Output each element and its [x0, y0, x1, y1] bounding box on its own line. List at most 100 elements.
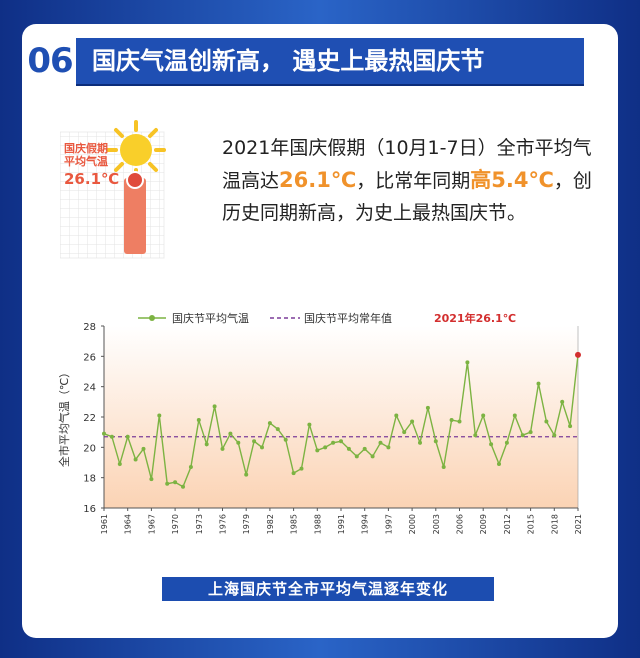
- y-tick-label-5: 26: [83, 352, 96, 363]
- data-point-1974: [204, 442, 209, 447]
- data-point-1972: [188, 465, 193, 470]
- data-point-1963: [117, 462, 122, 467]
- y-tick-label-3: 22: [83, 413, 96, 424]
- x-tick-label-4: 1973: [195, 514, 204, 534]
- chart-caption: 上海国庆节全市平均气温逐年变化: [162, 577, 494, 601]
- data-point-2020: [568, 424, 573, 429]
- x-tick-label-11: 1994: [361, 514, 370, 534]
- x-tick-label-1: 1964: [124, 514, 133, 534]
- intro-part-3: ，创历史同期新高，为史上最热国庆节。: [222, 170, 592, 224]
- data-point-1982: [267, 421, 272, 426]
- legend-marker-series: [149, 315, 155, 321]
- data-point-1986: [299, 466, 304, 471]
- data-point-1968: [157, 413, 162, 418]
- data-point-1970: [173, 480, 178, 485]
- data-point-1985: [291, 471, 296, 476]
- intro-text: 2021年国庆假期（10月1-7日）全市平均气温高达26.1℃，比常年同期高5.…: [222, 132, 592, 229]
- y-tick-label-4: 24: [83, 383, 96, 394]
- intro-highlight-diff: 高5.4℃: [470, 168, 554, 192]
- data-point-1989: [323, 445, 328, 450]
- data-point-2008: [473, 433, 478, 438]
- x-tick-label-2: 1967: [147, 514, 156, 534]
- data-point-1967: [149, 477, 154, 482]
- illustration-label-1: 国庆假期: [64, 141, 108, 155]
- data-point-2001: [418, 440, 422, 445]
- data-point-1969: [165, 481, 170, 486]
- intro-part-2: ，比常年同期: [356, 170, 471, 192]
- data-point-2003: [433, 439, 438, 444]
- x-tick-label-3: 1970: [171, 514, 180, 534]
- thermometer-icon: [124, 171, 146, 254]
- data-point-1995: [370, 454, 375, 459]
- y-tick-label-1: 18: [83, 474, 96, 485]
- data-point-1978: [236, 440, 241, 445]
- data-point-2018: [552, 433, 557, 438]
- x-tick-label-15: 2006: [456, 514, 465, 534]
- data-point-1971: [181, 484, 185, 489]
- data-point-1975: [212, 404, 217, 409]
- data-point-1994: [362, 446, 367, 451]
- title-bar: [28, 38, 584, 84]
- x-tick-label-19: 2018: [550, 514, 559, 534]
- x-tick-label-12: 1997: [384, 514, 393, 534]
- data-point-1965: [133, 457, 138, 462]
- x-tick-label-16: 2009: [479, 514, 488, 534]
- x-tick-label-13: 2000: [408, 514, 417, 534]
- illustration-value: 26.1℃: [64, 170, 119, 188]
- plot-background: [104, 326, 578, 508]
- data-point-2006: [457, 419, 462, 424]
- y-tick-label-2: 20: [83, 443, 96, 454]
- data-point-1991: [339, 439, 343, 444]
- data-point-1998: [394, 413, 399, 418]
- x-tick-label-10: 1991: [337, 514, 346, 534]
- section-number: 06: [24, 36, 76, 86]
- x-tick-label-14: 2003: [432, 514, 441, 534]
- data-point-1993: [354, 454, 359, 459]
- x-tick-label-8: 1985: [290, 514, 299, 534]
- intro-highlight-temp: 26.1℃: [279, 168, 357, 192]
- data-point-1961: [102, 431, 106, 436]
- y-axis-label: 全市平均气温（℃）: [57, 367, 71, 467]
- data-point-2011: [497, 462, 501, 467]
- data-point-1981: [260, 445, 264, 450]
- data-point-2009: [481, 413, 486, 418]
- data-point-1988: [315, 448, 320, 453]
- sun-thermometer-illustration: 国庆假期 平均气温 26.1℃: [60, 120, 166, 259]
- data-point-1973: [196, 418, 201, 423]
- temperature-line-chart: 16 18 20 22 24 26 28 1961 1964 1967 1970 1973 1976 1…: [57, 311, 583, 534]
- x-tick-label-6: 1979: [242, 514, 251, 534]
- data-point-2005: [449, 418, 454, 423]
- x-tick-label-9: 1988: [313, 514, 322, 534]
- data-point-1997: [386, 445, 391, 450]
- data-point-1996: [378, 440, 383, 445]
- data-point-2019: [560, 399, 565, 404]
- data-point-2010: [489, 442, 494, 447]
- data-point-2012: [504, 440, 509, 445]
- data-point-2002: [425, 405, 430, 410]
- x-tick-label-18: 2015: [527, 514, 536, 534]
- data-point-2004: [441, 465, 446, 470]
- data-point-1966: [141, 446, 146, 451]
- x-tick-label-17: 2012: [503, 514, 512, 534]
- x-tick-label-7: 1982: [266, 514, 275, 534]
- intro-part-1: 2021年国庆假期（10月1-7日）全市平均气温高达: [222, 137, 592, 192]
- data-point-1983: [275, 427, 280, 432]
- data-point-2016: [536, 381, 541, 386]
- data-point-2007: [465, 360, 470, 365]
- data-point-1962: [109, 434, 114, 439]
- x-tick-label-5: 1976: [219, 514, 228, 534]
- data-point-1999: [402, 430, 407, 435]
- data-point-2000: [410, 419, 415, 424]
- x-tick-label-0: 1961: [100, 514, 109, 534]
- data-point-1990: [331, 440, 336, 445]
- y-tick-label-6: 28: [83, 322, 96, 333]
- legend-label-series: 国庆节平均气温: [172, 311, 249, 325]
- x-tick-label-20: 2021: [574, 514, 583, 534]
- data-point-1987: [307, 422, 312, 427]
- data-point-1976: [220, 446, 225, 451]
- data-point-2013: [512, 413, 517, 418]
- illustration-label-2: 平均气温: [64, 154, 108, 168]
- legend-label-normal: 国庆节平均常年值: [304, 311, 392, 325]
- data-point-2014: [520, 433, 525, 438]
- data-point-1980: [252, 439, 257, 444]
